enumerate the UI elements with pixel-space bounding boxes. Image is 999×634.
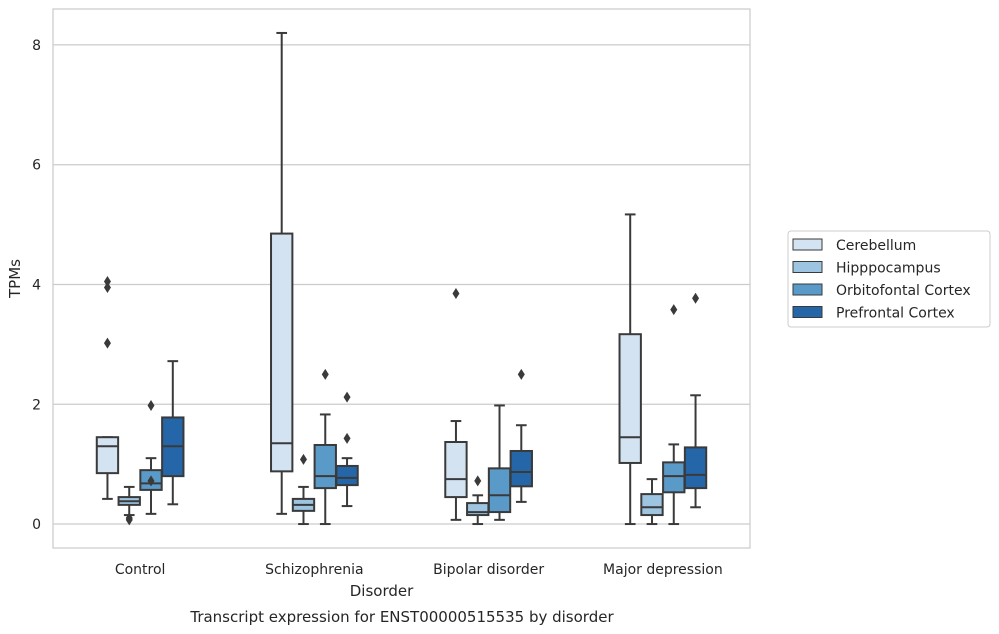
y-tick-labels: 0 2 4 6 8 — [32, 38, 41, 533]
box-body — [683, 446, 708, 490]
outlier-point — [343, 432, 351, 444]
legend-label: Orbitofontal Cortex — [836, 283, 971, 299]
outlier-point — [103, 275, 111, 287]
box-layer — [95, 31, 708, 526]
outlier-point — [103, 281, 111, 293]
box-group — [509, 368, 533, 503]
box-group — [161, 360, 185, 506]
box-body — [662, 461, 686, 494]
plot-frame — [52, 8, 751, 549]
x-tick-label: Control — [115, 562, 166, 578]
box-group — [683, 292, 708, 509]
y-tick-label: 4 — [32, 277, 41, 293]
x-tick-label: Schizophrenia — [265, 562, 363, 578]
box-body — [618, 333, 642, 464]
legend-frame — [787, 230, 991, 328]
outlier-point — [343, 391, 351, 403]
legend-label: Cerebellum — [836, 238, 916, 254]
outlier-point — [147, 399, 155, 411]
box-body — [444, 440, 468, 499]
box-group — [117, 485, 141, 526]
box-group — [640, 478, 664, 526]
outlier-point — [299, 453, 307, 465]
x-tick-label: Bipolar disorder — [433, 562, 544, 578]
box-body — [95, 436, 120, 475]
box-body — [640, 493, 664, 517]
box-body — [270, 232, 294, 473]
box-group — [444, 287, 468, 521]
legend: Cerebellum Hipppocampus Orbitofontal Corte… — [787, 230, 991, 328]
legend-swatch — [792, 261, 823, 273]
outlier-point — [103, 337, 111, 349]
outlier-point — [692, 292, 700, 304]
outlier-point — [321, 368, 329, 380]
outlier-point — [452, 287, 460, 299]
outlier-point — [517, 368, 525, 380]
box-group — [618, 213, 642, 526]
outlier-point — [125, 512, 133, 524]
legend-label: Prefrontal Cortex — [836, 306, 955, 322]
box-body — [487, 467, 512, 514]
legend-swatch — [792, 306, 823, 318]
y-tick-label: 2 — [32, 397, 41, 413]
box-body — [509, 449, 533, 488]
box-group — [662, 304, 686, 526]
y-tick-label: 0 — [32, 517, 41, 533]
box-group — [139, 399, 163, 515]
y-axis-label: TPMs — [6, 259, 24, 299]
y-tick-label: 8 — [32, 38, 41, 54]
legend-swatch — [792, 238, 823, 251]
legend-swatch — [792, 283, 823, 296]
box-group — [487, 404, 512, 521]
outlier-point — [670, 304, 678, 316]
x-axis-label: Disorder — [350, 582, 414, 600]
box-body — [313, 443, 337, 490]
box-body — [466, 502, 490, 517]
outlier-point — [147, 475, 155, 487]
x-tick-label: Major depression — [603, 562, 723, 578]
chart-title: Transcript expression for ENST0000051553… — [189, 608, 614, 626]
outlier-point — [474, 475, 482, 487]
legend-label: Hipppocampus — [836, 261, 941, 277]
box-group — [335, 391, 359, 508]
box-group — [95, 275, 120, 500]
box-group — [270, 31, 294, 515]
y-tick-label: 6 — [32, 158, 41, 174]
box-group — [291, 453, 316, 526]
x-tick-labels: Control Schizophrenia Bipolar disorder Majo… — [115, 562, 723, 578]
box-body — [335, 464, 359, 487]
